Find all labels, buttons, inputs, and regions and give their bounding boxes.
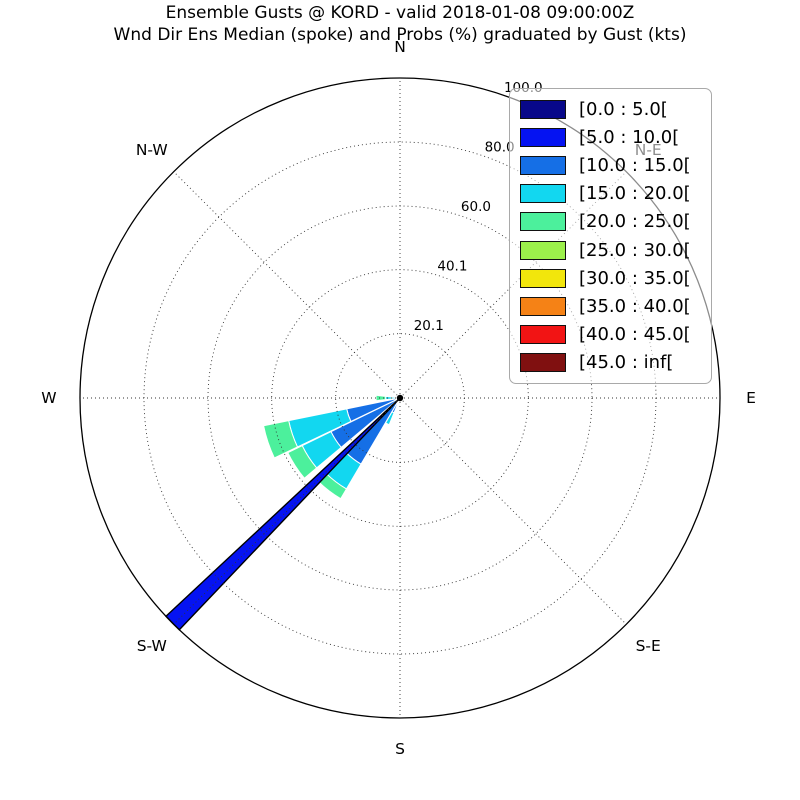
legend-entry-label: [15.0 : 20.0[ xyxy=(579,183,691,204)
legend-entry-label: [40.0 : 45.0[ xyxy=(579,324,691,345)
legend-entry-label: [45.0 : inf[ xyxy=(579,352,673,373)
legend-entry: [10.0 : 15.0[ xyxy=(520,155,701,176)
legend-entry: [15.0 : 20.0[ xyxy=(520,183,701,204)
radial-tick-label: 20.1 xyxy=(414,318,444,334)
compass-label-s-e: S-E xyxy=(636,637,661,655)
legend-entry-label: [5.0 : 10.0[ xyxy=(579,127,679,148)
legend-swatch-icon xyxy=(520,353,566,372)
legend-entry: [25.0 : 30.0[ xyxy=(520,240,701,261)
petals-layer xyxy=(264,395,400,498)
legend-entry: [45.0 : inf[ xyxy=(520,352,701,373)
legend-entry: [35.0 : 40.0[ xyxy=(520,296,701,317)
legend-entry-label: [35.0 : 40.0[ xyxy=(579,296,691,317)
legend-entry-label: [20.0 : 25.0[ xyxy=(579,211,691,232)
legend-swatch-icon xyxy=(520,297,566,316)
compass-label-n: N xyxy=(394,38,406,56)
petal-segment xyxy=(376,395,386,400)
compass-label-w: W xyxy=(41,389,56,407)
legend-entry-label: [10.0 : 15.0[ xyxy=(579,155,691,176)
grid-spoke xyxy=(174,172,400,398)
legend-entry-label: [0.0 : 5.0[ xyxy=(579,99,668,120)
legend-entry: [30.0 : 35.0[ xyxy=(520,268,701,289)
legend-swatch-icon xyxy=(520,156,566,175)
legend-entry: [20.0 : 25.0[ xyxy=(520,211,701,232)
legend-swatch-icon xyxy=(520,128,566,147)
center-dot xyxy=(397,395,403,401)
radial-tick-label: 40.1 xyxy=(437,258,467,274)
radial-tick-label: 60.0 xyxy=(461,199,491,215)
legend-entry: [40.0 : 45.0[ xyxy=(520,324,701,345)
legend-entry: [0.0 : 5.0[ xyxy=(520,99,701,120)
legend-swatch-icon xyxy=(520,100,566,119)
legend-swatch-icon xyxy=(520,241,566,260)
legend-entry-label: [30.0 : 35.0[ xyxy=(579,268,691,289)
compass-label-s-w: S-W xyxy=(137,637,167,655)
grid-spoke xyxy=(400,398,626,624)
legend-swatch-icon xyxy=(520,325,566,344)
legend-entry-label: [25.0 : 30.0[ xyxy=(579,240,691,261)
compass-label-n-w: N-W xyxy=(136,141,168,159)
gust-legend: [0.0 : 5.0[ [5.0 : 10.0[ [10.0 : 15.0[ [15.… xyxy=(509,88,712,384)
compass-label-s: S xyxy=(395,740,405,758)
legend-entry: [5.0 : 10.0[ xyxy=(520,127,701,148)
legend-swatch-icon xyxy=(520,184,566,203)
figure: Ensemble Gusts @ KORD - valid 2018-01-08… xyxy=(0,0,800,800)
legend-swatch-icon xyxy=(520,212,566,231)
compass-label-e: E xyxy=(746,389,756,407)
legend-swatch-icon xyxy=(520,269,566,288)
